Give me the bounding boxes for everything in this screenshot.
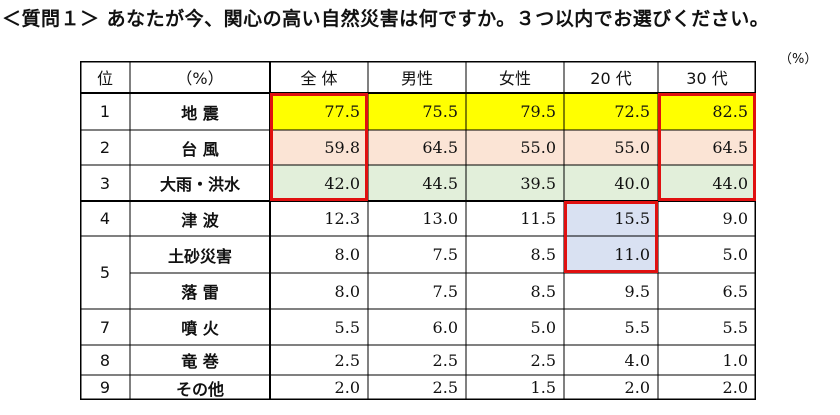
value-cell: 6.5 — [722, 281, 748, 301]
item-cell: 大雨・洪水 — [159, 175, 240, 194]
value-cell: 75.5 — [422, 102, 458, 121]
value-cell: 55.0 — [614, 138, 650, 157]
column-header: （%） — [176, 69, 224, 88]
value-cell: 8.0 — [334, 281, 360, 301]
item-cell: 竜 巻 — [181, 352, 219, 371]
value-cell: 9.5 — [624, 281, 650, 301]
value-cell: 59.8 — [324, 138, 360, 157]
column-header: 位 — [96, 69, 113, 88]
column-header: 女性 — [498, 69, 531, 88]
value-cell: 64.5 — [422, 138, 458, 157]
value-cell: 11.5 — [520, 209, 556, 228]
value-cell: 44.5 — [422, 173, 458, 193]
value-cell: 2.5 — [334, 350, 360, 370]
value-cell: 2.5 — [530, 350, 556, 370]
value-cell: 5.5 — [722, 317, 748, 337]
rank-cell: 1 — [99, 102, 111, 121]
value-cell: 79.5 — [520, 102, 556, 121]
row-fill-1 — [270, 93, 756, 130]
value-cell: 5.0 — [530, 317, 556, 337]
rank-cell: 7 — [99, 317, 111, 337]
value-cell: 42.0 — [324, 173, 360, 193]
item-cell: 落 雷 — [181, 283, 219, 302]
value-cell: 72.5 — [614, 102, 650, 121]
column-header: 男性 — [400, 69, 433, 88]
value-cell: 1.0 — [722, 350, 748, 370]
value-cell: 44.0 — [712, 173, 748, 193]
table-border — [80, 61, 756, 400]
value-cell: 8.5 — [530, 245, 556, 264]
value-cell: 39.5 — [520, 173, 556, 193]
column-header: 20 代 — [590, 69, 632, 88]
rank-cell: 9 — [99, 378, 111, 397]
value-cell: 6.0 — [432, 317, 458, 337]
item-cell: 地 震 — [181, 103, 219, 123]
value-cell: 15.5 — [614, 209, 650, 228]
column-header: 30 代 — [686, 69, 728, 88]
item-cell: 津 波 — [181, 210, 219, 230]
column-header: 全 体 — [300, 69, 338, 88]
red-frame-20s — [564, 201, 658, 273]
value-cell: 2.0 — [722, 378, 748, 397]
red-frame-total — [270, 93, 368, 201]
value-cell: 5.0 — [722, 245, 748, 264]
value-cell: 12.3 — [324, 209, 360, 228]
rank-cell: 3 — [99, 173, 111, 193]
rank-cell: 8 — [99, 350, 111, 370]
rank-cell: 4 — [99, 209, 111, 228]
red-frame-30s — [658, 93, 756, 201]
value-cell: 11.0 — [614, 245, 650, 264]
value-cell: 2.0 — [334, 378, 360, 397]
value-cell: 77.5 — [324, 102, 360, 121]
item-cell: 台 風 — [181, 139, 219, 159]
highlight-fill-20s — [564, 201, 658, 273]
value-cell: 9.0 — [722, 209, 748, 228]
value-cell: 5.5 — [624, 317, 650, 337]
value-cell: 4.0 — [624, 350, 650, 370]
value-cell: 7.5 — [432, 281, 458, 301]
row-fill-2 — [270, 130, 756, 165]
value-cell: 2.5 — [432, 378, 458, 397]
item-cell: その他 — [175, 379, 224, 399]
value-cell: 8.5 — [530, 281, 556, 301]
value-cell: 7.5 — [432, 245, 458, 264]
value-cell: 2.5 — [432, 350, 458, 370]
item-cell: 噴 火 — [181, 319, 219, 338]
value-cell: 40.0 — [614, 173, 650, 193]
value-cell: 82.5 — [712, 102, 748, 121]
value-cell: 64.5 — [712, 138, 748, 157]
rank-cell: 2 — [99, 138, 111, 157]
table-grid — [80, 61, 756, 400]
value-cell: 5.5 — [334, 317, 360, 337]
unit-label: （%） — [779, 52, 818, 67]
value-cell: 8.0 — [334, 245, 360, 264]
value-cell: 1.5 — [530, 378, 556, 397]
item-cell: 土砂災害 — [167, 246, 232, 266]
value-cell: 55.0 — [520, 138, 556, 157]
rank-cell: 5 — [99, 263, 111, 282]
row-fill-3 — [270, 165, 756, 201]
value-cell: 13.0 — [422, 209, 458, 228]
question-title: ＜質問１＞ あなたが今、関心の高い自然災害は何ですか。３つ以内でお選びください。 — [2, 8, 770, 30]
value-cell: 2.0 — [624, 378, 650, 397]
